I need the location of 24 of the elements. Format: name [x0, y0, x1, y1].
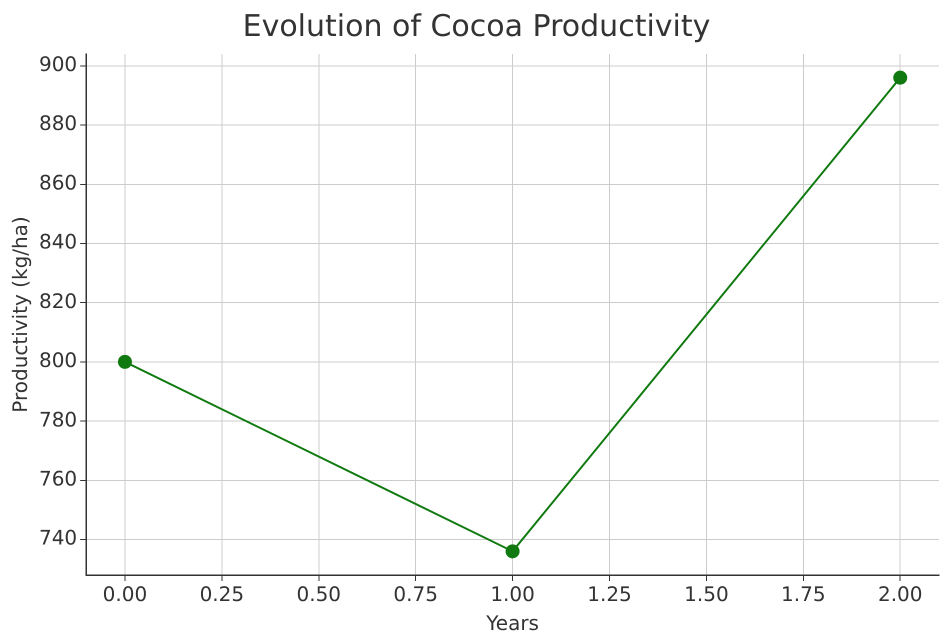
y-tick-label: 740: [38, 526, 78, 550]
x-tick-label: 0.50: [296, 582, 342, 606]
y-tick-label: 780: [38, 407, 78, 432]
point: [118, 354, 132, 369]
x-tick-label: 0.00: [102, 582, 148, 606]
y-tick-label: 800: [38, 348, 78, 372]
point: [506, 544, 520, 558]
x-tick-label: 0.25: [200, 582, 244, 606]
y-axis-title: Productivity (kg/ha): [8, 216, 32, 413]
x-tick-label: 1.00: [490, 582, 535, 606]
y-tick-label: 760: [38, 466, 78, 490]
y-tick-label: 820: [38, 288, 78, 313]
x-tick-label: 2.00: [878, 582, 922, 606]
x-tick-label: 1.50: [684, 582, 729, 606]
y-tick-label: 840: [38, 230, 78, 254]
x-tick-label: 1.25: [587, 582, 632, 606]
x-tick-label: 0.75: [393, 582, 438, 606]
y-tick-label: 900: [38, 52, 78, 76]
y-tick-label: 880: [38, 111, 78, 136]
x-tick-label: 1.75: [781, 582, 826, 606]
y-tick-label: 860: [38, 170, 78, 194]
x-axis-title: Years: [485, 611, 539, 636]
point: [893, 70, 908, 85]
chart-title: Evolution of Cocoa Productivity: [242, 8, 710, 44]
